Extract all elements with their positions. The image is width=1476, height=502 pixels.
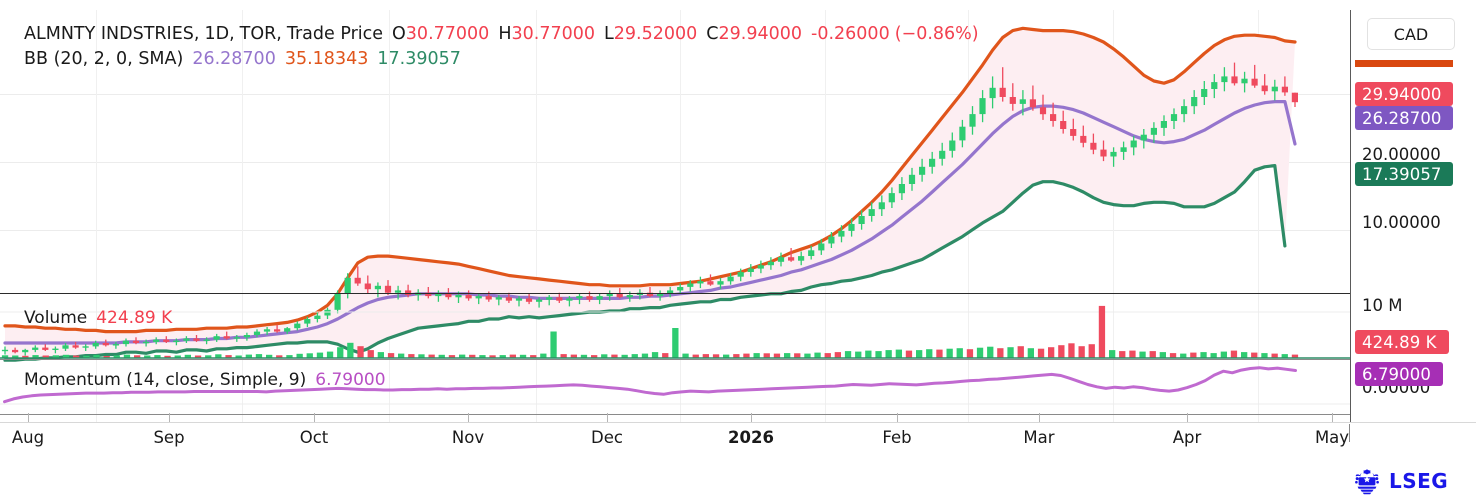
time-axis-line — [0, 422, 1476, 423]
high-value: 30.77000 — [511, 24, 595, 44]
time-label-may: May — [1314, 428, 1350, 447]
open-key: O — [392, 24, 406, 44]
open-value: 30.77000 — [405, 24, 490, 44]
high-key: H — [498, 24, 512, 44]
interval-label[interactable]: 1D — [204, 24, 230, 44]
candlestick-series — [1, 62, 1298, 356]
time-label-sep: Sep — [153, 428, 185, 447]
volume-bars — [1, 305, 1299, 358]
bb-upper-value: 35.18343 — [284, 49, 369, 69]
legend-row-quote: ALMNTY INDSTRIES, 1D, TOR, Trade Price O30.7… — [24, 24, 979, 44]
change-value: -0.26000 — [811, 24, 890, 44]
currency-selector[interactable]: CAD — [1367, 18, 1455, 50]
gridline-time-5 — [680, 10, 681, 422]
time-label-mar: Mar — [1023, 428, 1055, 447]
bb-upper-line — [3, 26, 1297, 334]
time-tick-nov — [468, 413, 469, 422]
volume-legend: Volume 424.89 K — [24, 308, 172, 328]
time-tick-oct — [314, 413, 315, 422]
bb-upper-scale-marker — [1355, 60, 1453, 67]
legend-row-bollinger: BB (20, 2, 0, SMA) 26.28700 35.18343 17.390… — [24, 47, 979, 72]
time-tick-2026 — [751, 413, 752, 422]
change-percent: (−0.86%) — [894, 24, 979, 44]
time-tick-aug — [28, 413, 29, 422]
time-tick-may — [1332, 413, 1333, 422]
time-label-dec: Dec — [591, 428, 623, 447]
bb-indicator-label[interactable]: BB (20, 2, 0, SMA) — [24, 49, 184, 69]
gridline-price-30 — [0, 94, 1350, 95]
panel-separator-bottom — [0, 414, 1350, 415]
momentum-tag: 6.79000 — [1355, 362, 1443, 386]
gridline-time-3 — [389, 10, 390, 422]
exchange-label: TOR — [239, 24, 277, 44]
gridline-time-4 — [536, 10, 537, 422]
volume-tag: 424.89 K — [1355, 330, 1449, 354]
bb-middle-tag: 26.28700 — [1355, 106, 1453, 130]
gridline-time-1 — [96, 10, 97, 422]
time-tick-mar — [1039, 413, 1040, 422]
price-source-label: Trade Price — [286, 24, 384, 44]
volume-plot-area[interactable] — [0, 294, 1350, 359]
volume-tick-10m: 10 M — [1362, 296, 1403, 315]
bb-lower-line — [3, 164, 1287, 362]
gridline-time-8 — [1113, 10, 1114, 422]
price-tick-20: 20.00000 — [1362, 145, 1441, 164]
gridline-time-6 — [825, 10, 826, 422]
gridline-time-2 — [242, 10, 243, 422]
time-label-apr: Apr — [1172, 428, 1202, 447]
bb-lower-tag: 17.39057 — [1355, 162, 1453, 186]
low-value: 29.52000 — [613, 24, 698, 44]
panel-separator-volume — [0, 293, 1350, 294]
momentum-label[interactable]: Momentum (14, close, Simple, 9) — [24, 370, 307, 390]
momentum-plot-area[interactable] — [0, 360, 1350, 415]
volume-label[interactable]: Volume — [24, 308, 88, 328]
panel-separator-momentum — [0, 359, 1350, 360]
price-plot-area[interactable] — [0, 10, 1350, 422]
chart-legend: ALMNTY INDSTRIES, 1D, TOR, Trade Price O30.7… — [24, 22, 979, 72]
price-scale-divider — [1350, 10, 1351, 422]
time-label-oct: Oct — [299, 428, 329, 447]
time-label-feb: Feb — [882, 428, 912, 447]
volume-value: 424.89 K — [96, 308, 173, 328]
time-axis-end-marker — [1349, 424, 1350, 442]
instrument-name[interactable]: ALMNTY INDSTRIES — [24, 24, 194, 44]
gridline-price-10 — [0, 230, 1350, 231]
time-label-nov: Nov — [451, 428, 485, 447]
close-key: C — [706, 24, 719, 44]
time-tick-dec — [607, 413, 608, 422]
last-price-tag: 29.94000 — [1355, 82, 1453, 106]
momentum-value: 6.79000 — [315, 370, 386, 390]
lseg-crest-icon — [1355, 469, 1379, 495]
gridline-price-20 — [0, 162, 1350, 163]
close-value: 29.94000 — [718, 24, 803, 44]
price-scale[interactable]: CAD 29.94000 26.28700 20.00000 17.39057 … — [1351, 0, 1476, 502]
momentum-legend: Momentum (14, close, Simple, 9) 6.79000 — [24, 370, 386, 390]
lseg-branding: LSEG — [1352, 466, 1448, 496]
gridline-time-9 — [1258, 10, 1259, 422]
time-label-aug: Aug — [11, 428, 45, 447]
low-key: L — [604, 24, 614, 44]
time-label-2026: 2026 — [728, 428, 774, 447]
bb-lower-value: 17.39057 — [377, 49, 461, 69]
time-tick-sep — [169, 413, 170, 422]
time-tick-feb — [897, 413, 898, 422]
lseg-wordmark: LSEG — [1389, 469, 1449, 493]
price-tick-10: 10.00000 — [1362, 213, 1441, 232]
bb-middle-value: 26.28700 — [192, 49, 276, 69]
time-tick-apr — [1187, 413, 1188, 422]
